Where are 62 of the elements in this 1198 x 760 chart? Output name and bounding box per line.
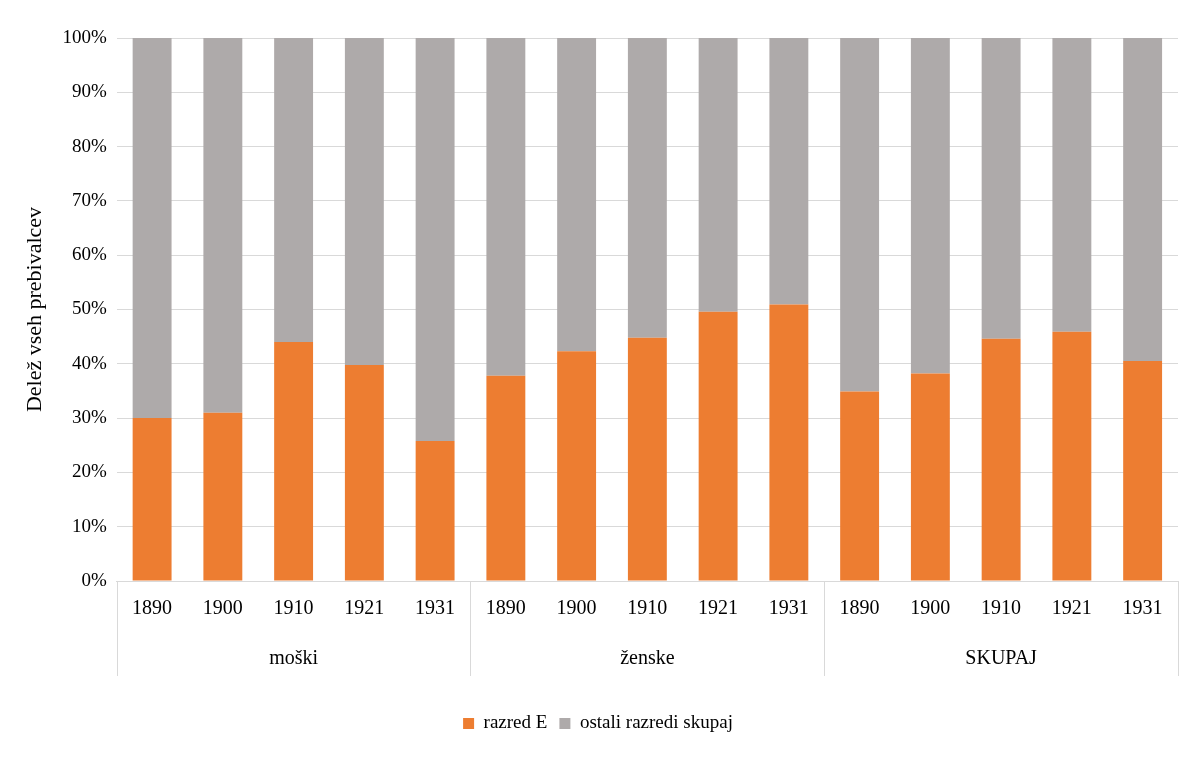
x-tick-label: 1910 (273, 596, 314, 619)
bar (344, 364, 384, 581)
bar (769, 304, 809, 581)
bar (203, 38, 243, 413)
bar (769, 38, 809, 305)
bar (132, 418, 172, 581)
bar (415, 38, 455, 441)
bar (1052, 331, 1092, 581)
x-tick-label: 1921 (698, 596, 739, 619)
x-tick-label: 1890 (839, 596, 880, 619)
bar (274, 38, 314, 343)
y-tick-label: 100% (62, 25, 107, 47)
x-tick-label: 1931 (768, 596, 809, 619)
y-tick-label: 30% (71, 406, 107, 428)
y-tick-label: 20% (71, 460, 107, 482)
bar (981, 38, 1021, 339)
y-tick-label: 60% (71, 243, 107, 265)
x-tick-label: 1931 (415, 596, 456, 619)
x-tick-label: 1910 (627, 596, 668, 619)
bar (274, 342, 314, 581)
x-tick-label: 1921 (344, 596, 385, 619)
y-tick-label: 40% (71, 351, 107, 373)
x-tick-label: 1900 (556, 596, 597, 619)
bar (203, 412, 243, 581)
bar (344, 38, 384, 365)
bar (557, 38, 597, 352)
legend-label: razred E (483, 711, 548, 733)
y-axis-title: Delež vseh prebivalcev (20, 206, 46, 413)
legend-label: ostali razredi skupaj (579, 711, 733, 733)
bar (840, 391, 880, 581)
bar (698, 311, 738, 581)
y-tick-label: 90% (71, 80, 107, 102)
x-tick-label: 1900 (202, 596, 243, 619)
bar (1052, 38, 1092, 332)
x-tick-label: 1921 (1051, 596, 1092, 619)
bar (627, 337, 667, 581)
y-tick-label: 80% (71, 134, 107, 156)
bar (698, 38, 738, 312)
bar (486, 375, 526, 581)
bar (1123, 38, 1163, 362)
x-tick-label: 1900 (910, 596, 951, 619)
bar (910, 373, 950, 581)
y-tick-label: 10% (71, 514, 107, 536)
y-tick-label: 0% (81, 568, 107, 590)
bar (840, 38, 880, 392)
x-tick-label: 1910 (981, 596, 1022, 619)
bar (132, 38, 172, 419)
y-tick-label: 70% (71, 188, 107, 210)
bar (1123, 361, 1163, 581)
bar (486, 38, 526, 376)
y-tick-label: 50% (71, 297, 107, 319)
text: SKUPAJ (965, 646, 1038, 669)
x-tick-label: 1890 (485, 596, 526, 619)
x-tick-label: 1931 (1122, 596, 1163, 619)
text: moški (269, 646, 319, 669)
bar (910, 38, 950, 374)
bar (981, 338, 1021, 581)
bar (415, 440, 455, 581)
bar (627, 38, 667, 338)
bar (557, 351, 597, 581)
x-tick-label: 1890 (132, 596, 173, 619)
text: ženske (620, 646, 675, 669)
